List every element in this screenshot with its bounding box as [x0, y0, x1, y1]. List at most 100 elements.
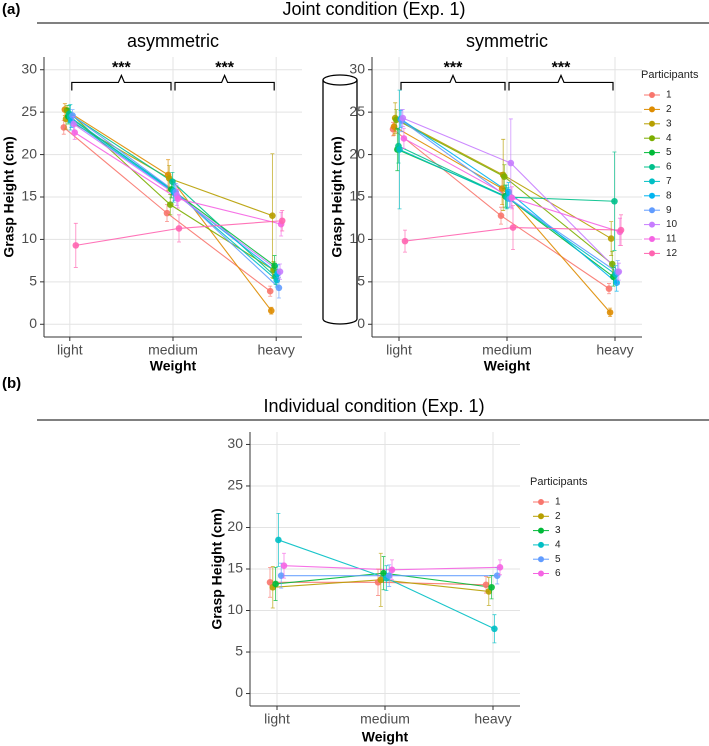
data-point	[267, 307, 275, 314]
legend-title: Participants	[641, 69, 699, 81]
data-point	[400, 135, 408, 142]
y-tick-label: 20	[349, 145, 365, 161]
y-tick-label: 5	[235, 643, 243, 659]
y-tick-label: 15	[227, 560, 243, 576]
legend-label: 1	[555, 497, 561, 508]
y-tick-label: 30	[21, 60, 37, 76]
data-point	[615, 268, 623, 275]
legend-label: 7	[666, 176, 672, 187]
legend-dot	[649, 164, 655, 170]
data-point	[617, 226, 625, 234]
data-point	[606, 309, 614, 316]
y-axis-title: Grasp Height (cm)	[1, 136, 17, 257]
data-point	[482, 581, 490, 589]
legend-label: 6	[555, 568, 561, 579]
data-point	[70, 120, 77, 128]
legend-dot	[649, 236, 655, 242]
y-tick-label: 10	[21, 230, 37, 246]
legend-dot	[649, 92, 655, 98]
data-point	[388, 566, 396, 574]
cylinder-icon	[322, 74, 358, 325]
legend-label: 9	[666, 205, 672, 216]
data-point	[509, 224, 517, 231]
legend-dot	[649, 149, 655, 156]
legend-dot	[538, 513, 544, 520]
legend-label: 3	[555, 525, 561, 536]
legend-dot	[649, 178, 655, 185]
data-point	[163, 209, 171, 217]
legend-dot	[538, 556, 544, 563]
data-point	[500, 173, 508, 180]
legend-dot	[649, 106, 655, 113]
data-point	[608, 260, 616, 268]
data-point	[491, 625, 498, 633]
data-point	[488, 583, 495, 591]
data-point	[174, 195, 182, 202]
y-axis-title: Grasp Height (cm)	[329, 136, 345, 257]
data-point	[497, 212, 505, 219]
legend-dot	[649, 221, 655, 228]
data-point	[275, 536, 282, 544]
data-point	[399, 114, 407, 122]
data-point	[507, 159, 515, 167]
y-tick-label: 15	[21, 188, 37, 204]
data-point	[271, 262, 278, 270]
chart-title: symmetric	[466, 31, 548, 51]
x-tick-label: light	[264, 711, 290, 727]
x-axis-title: Weight	[362, 729, 409, 745]
x-tick-label: medium	[148, 342, 198, 358]
data-point	[508, 194, 516, 202]
significance-bracket	[400, 73, 506, 91]
legend-label: 2	[666, 104, 672, 115]
data-point	[611, 197, 618, 205]
chart-title: asymmetric	[127, 31, 219, 51]
legend-label: 4	[666, 133, 672, 144]
data-point	[169, 178, 176, 186]
x-tick-label: heavy	[474, 711, 511, 727]
legend-dot	[538, 527, 544, 534]
data-point	[385, 572, 393, 579]
data-point	[266, 578, 274, 586]
series-line	[399, 148, 616, 275]
data-point	[69, 112, 76, 119]
legend-label: 6	[666, 162, 672, 173]
significance-bracket	[174, 73, 275, 91]
x-tick-label: light	[386, 342, 412, 358]
data-point	[396, 146, 403, 153]
legend-label: 11	[666, 234, 677, 245]
data-point	[166, 201, 174, 208]
y-tick-label: 30	[227, 435, 243, 451]
legend-label: 5	[666, 147, 672, 158]
data-point	[607, 235, 615, 242]
x-tick-label: medium	[360, 711, 410, 727]
significance-label: ***	[215, 60, 234, 77]
panel-label: (a)	[2, 1, 20, 18]
data-point	[278, 217, 286, 225]
data-point	[280, 562, 288, 569]
y-tick-label: 20	[227, 518, 243, 534]
legend-label: 10	[666, 219, 678, 230]
y-axis-title: Grasp Height (cm)	[209, 508, 225, 629]
data-point	[71, 129, 79, 136]
data-point	[380, 569, 387, 577]
section-title: Individual condition (Exp. 1)	[263, 396, 484, 416]
legend-label: 8	[666, 190, 672, 201]
significance-label: ***	[444, 60, 463, 77]
x-tick-label: heavy	[258, 342, 295, 358]
legend-dot	[649, 250, 655, 257]
legend-dot	[538, 541, 544, 548]
data-point	[377, 576, 385, 584]
data-point	[277, 572, 285, 579]
section-title: Joint condition (Exp. 1)	[282, 0, 465, 19]
y-tick-label: 10	[227, 601, 243, 617]
y-tick-label: 25	[349, 103, 365, 119]
data-point	[266, 287, 274, 295]
legend-dot	[649, 207, 655, 214]
legend-label: 3	[666, 118, 672, 129]
y-tick-label: 20	[21, 145, 37, 161]
significance-label: ***	[552, 60, 571, 77]
y-tick-label: 0	[357, 315, 365, 331]
data-point	[498, 185, 506, 192]
x-tick-label: heavy	[596, 342, 633, 358]
legend-label: 1	[666, 90, 672, 101]
